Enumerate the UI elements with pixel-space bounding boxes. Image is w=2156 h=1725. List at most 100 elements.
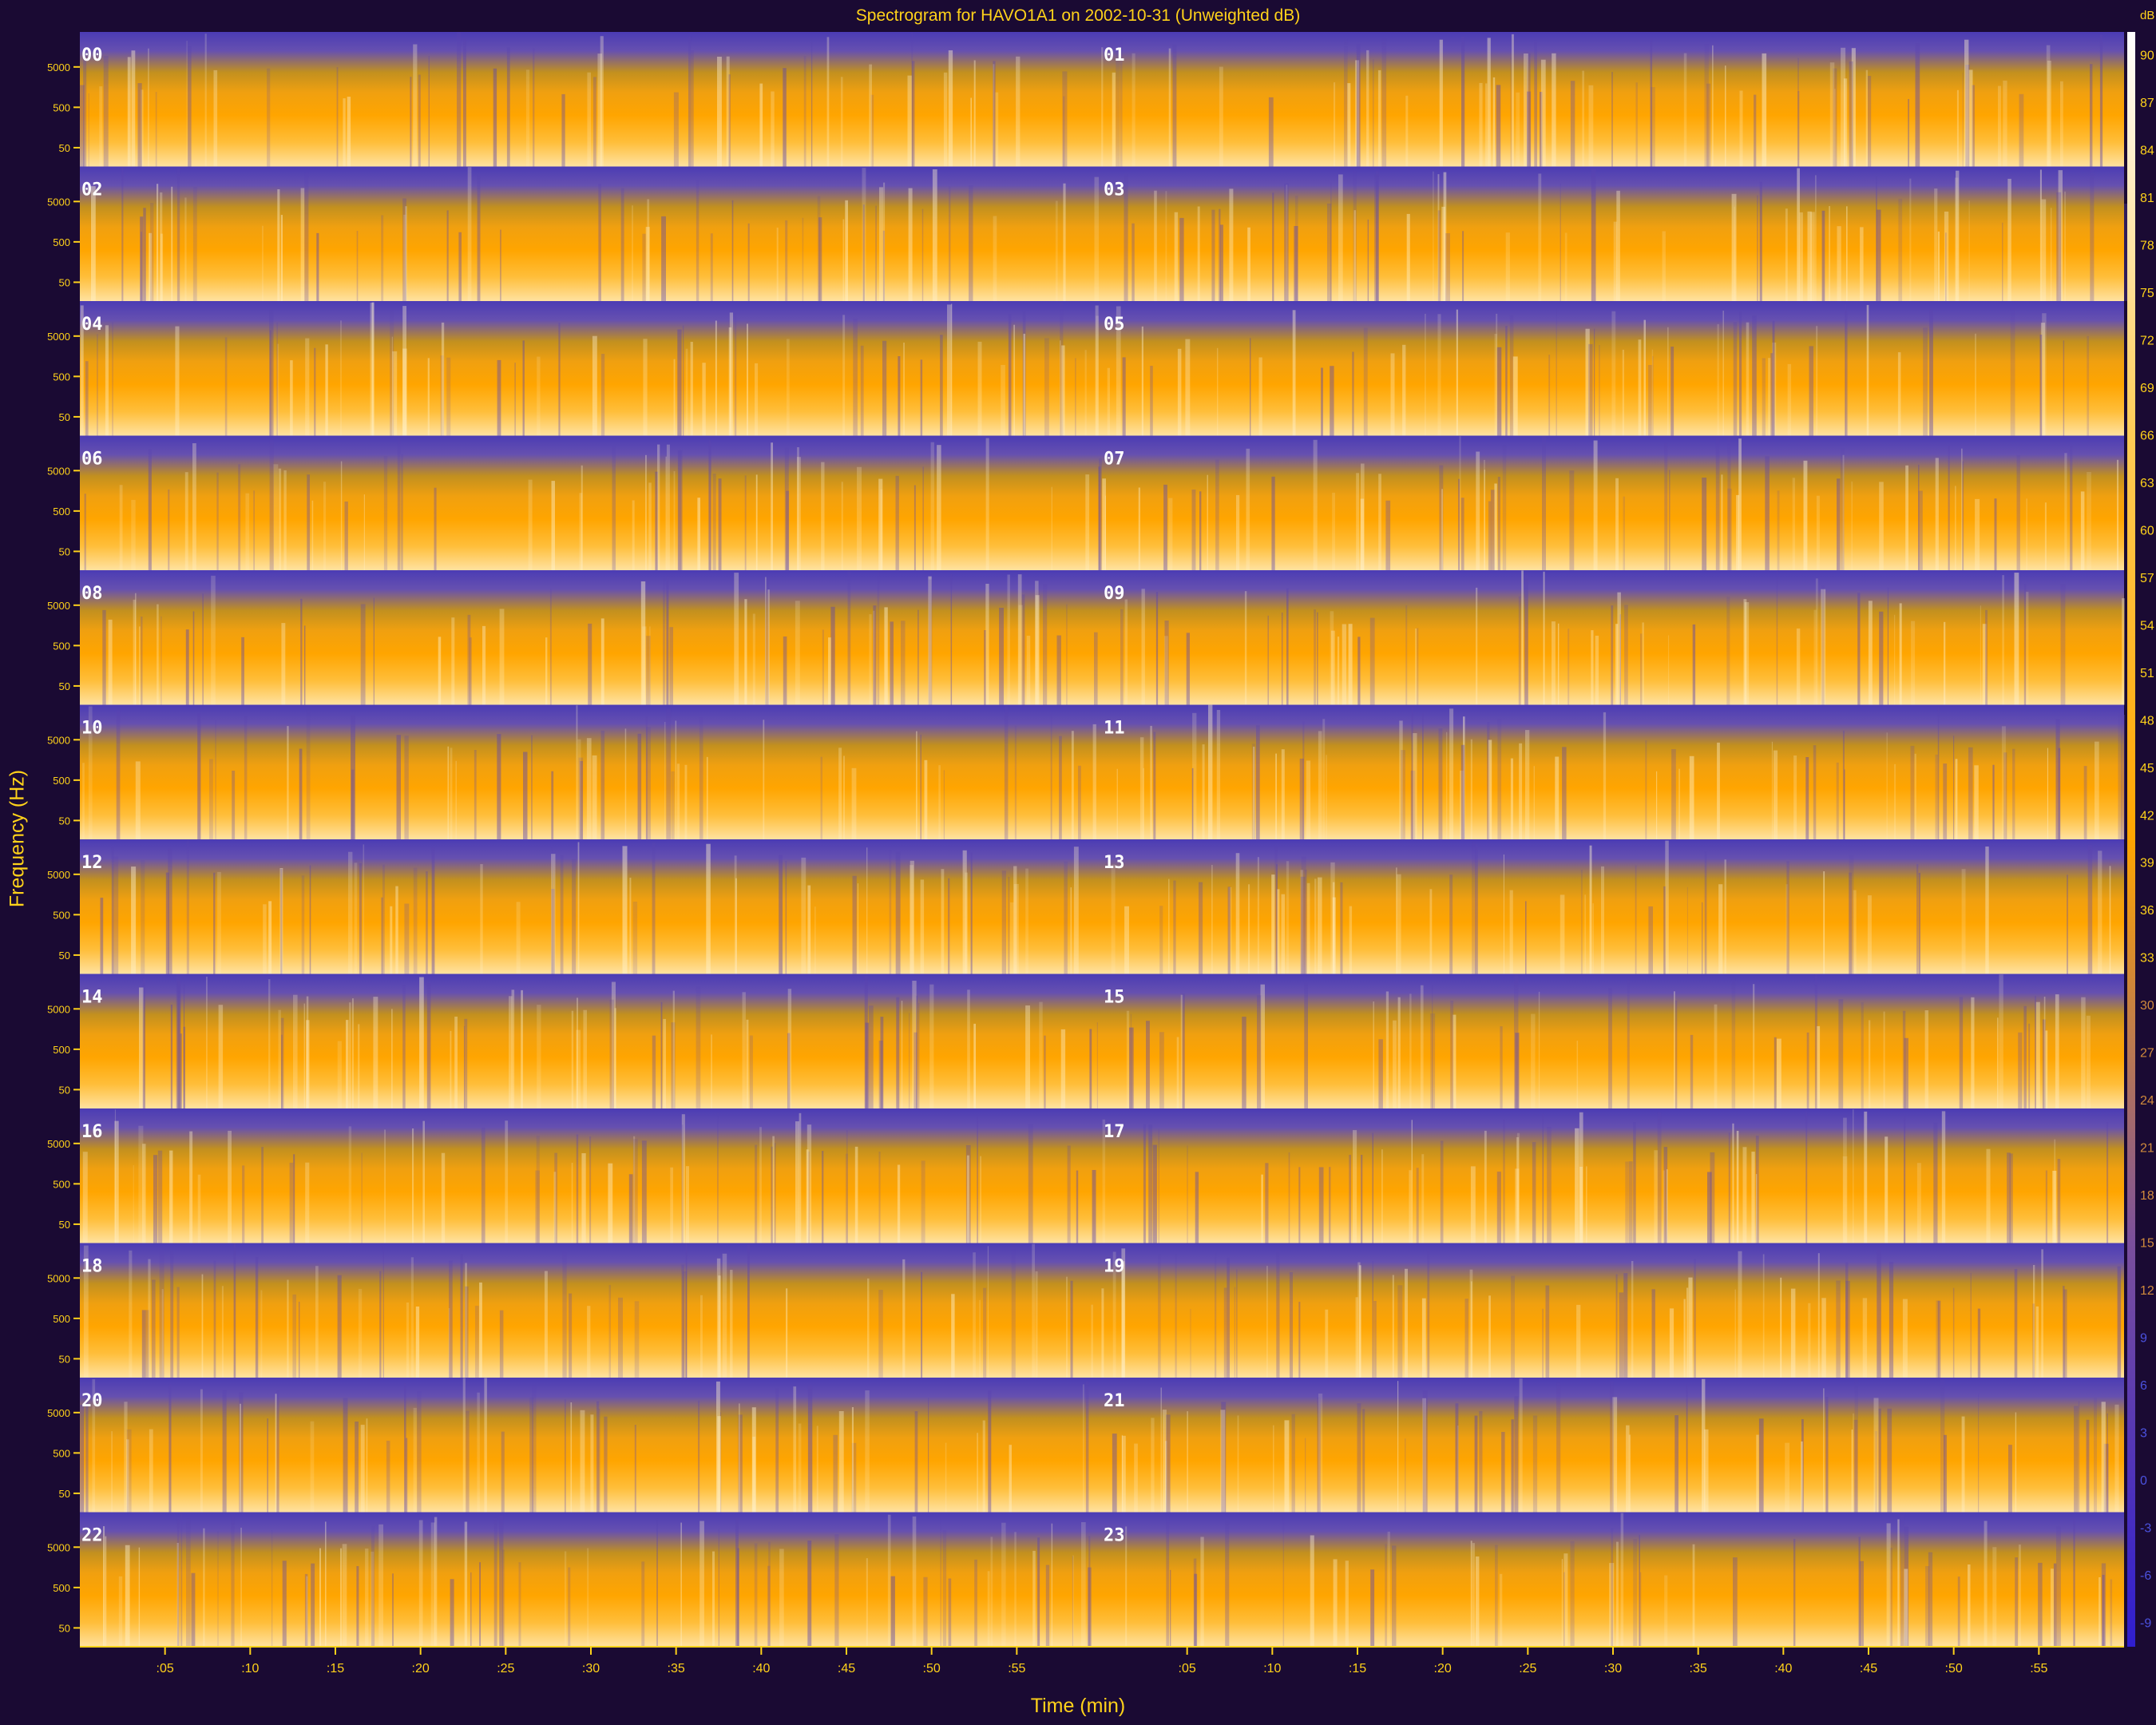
spectrogram-streak	[1410, 770, 1416, 839]
spectrogram-streak	[1936, 1300, 1939, 1378]
spectrogram-streak	[700, 1521, 704, 1647]
spectrogram-streak	[1914, 753, 1916, 839]
spectrogram-streak	[465, 1286, 469, 1378]
spectrogram-streak	[103, 1526, 105, 1647]
spectrogram-streak	[1273, 1425, 1274, 1513]
spectrogram-streak	[1731, 193, 1737, 301]
spectrogram-streak	[962, 850, 967, 974]
spectrogram-streak	[772, 1136, 775, 1243]
spectrogram-streak	[1532, 1415, 1538, 1513]
x-tick-label: :25	[497, 1662, 514, 1675]
spectrogram-streak	[2056, 1526, 2061, 1647]
spectrogram-streak	[1463, 716, 1465, 839]
spectrogram-streak	[1527, 91, 1532, 167]
spectrogram-streak	[735, 1517, 739, 1647]
spectrogram-streak	[970, 97, 972, 167]
streak-texture	[102, 570, 2125, 705]
spectrogram-streak	[901, 621, 906, 705]
spectrogram-streak	[969, 185, 973, 301]
streak-texture	[82, 704, 2126, 839]
spectrogram-streak	[1945, 232, 1947, 301]
spectrogram-streak	[937, 445, 941, 570]
spectrogram-streak	[912, 1516, 917, 1647]
spectrogram-streak	[1032, 1243, 1035, 1378]
spectrogram-streak	[1441, 206, 1445, 301]
spectrogram-streak	[716, 1381, 720, 1513]
spectrogram-streak	[1121, 1434, 1124, 1513]
y-tick-label: 500	[53, 1044, 70, 1056]
spectrogram-streak	[138, 1547, 141, 1647]
spectrogram-streak	[371, 1526, 375, 1647]
spectrogram-streak	[1756, 1434, 1759, 1513]
spectrogram-streak	[2028, 1023, 2031, 1108]
spectrogram-streak	[1762, 358, 1766, 436]
spectrogram-streak	[170, 1004, 172, 1108]
spectrogram-streak	[588, 623, 593, 705]
spectrogram-streak	[1305, 1438, 1306, 1513]
spectrogram-streak	[108, 619, 113, 705]
spectrogram-streak	[1352, 351, 1354, 436]
spectrogram-streak	[895, 851, 901, 974]
spectrogram-streak	[2003, 752, 2007, 839]
spectrogram-streak	[379, 1271, 382, 1378]
spectrogram-streak	[1757, 195, 1758, 301]
spectrogram-streak	[1774, 1037, 1777, 1108]
spectrogram-streak	[2014, 1269, 2018, 1378]
spectrogram-streak	[580, 1410, 585, 1513]
spectrogram-streak	[1464, 1299, 1468, 1378]
spectrogram-streak	[428, 55, 430, 167]
spectrogram-streak	[351, 769, 355, 839]
spectrogram-streak	[1455, 1403, 1459, 1513]
spectrogram-streak	[1612, 1397, 1618, 1513]
spectrogram-streak	[845, 200, 848, 301]
spectrogram-streak	[1330, 366, 1334, 436]
spectrogram-streak	[628, 1174, 633, 1243]
spectrogram-streak	[278, 468, 282, 570]
spectrogram-streak	[950, 303, 953, 436]
spectrogram-streak	[1332, 897, 1336, 974]
spectrogram-streak	[1853, 890, 1857, 974]
spectrogram-streak	[1219, 66, 1223, 167]
spectrogram-streak	[851, 1407, 854, 1513]
spectrogram-streak	[1220, 1410, 1226, 1513]
spectrogram-streak	[1099, 458, 1102, 570]
hour-label: 23	[1104, 1526, 1125, 1546]
spectrogram-streak	[1266, 1266, 1268, 1378]
spectrogram-streak	[240, 1527, 242, 1647]
spectrogram-streak	[119, 485, 123, 570]
spectrogram-streak	[737, 1548, 739, 1647]
spectrogram-streak	[344, 502, 348, 570]
spectrogram-streak	[1284, 1420, 1290, 1513]
spectrogram-streak	[83, 49, 87, 167]
spectrogram-streak	[938, 765, 941, 839]
spectrogram-streak	[1490, 490, 1495, 570]
spectrogram-streak	[1808, 1303, 1811, 1378]
spectrogram-streak	[1191, 490, 1196, 570]
spectrogram-streak	[1860, 227, 1864, 301]
spectrogram-streak	[1915, 43, 1920, 167]
spectrogram-streak	[1355, 1297, 1358, 1378]
spectrogram-streak	[1067, 1145, 1071, 1243]
spectrogram-streak	[1894, 614, 1896, 705]
colorbar-tick-label: 57	[2140, 572, 2154, 585]
spectrogram-streak	[786, 490, 790, 570]
spectrogram-streak	[551, 854, 556, 974]
spectrogram-streak	[1073, 847, 1079, 974]
spectrogram-streak	[1867, 895, 1872, 974]
spectrogram-streak	[458, 232, 462, 301]
spectrogram-streak	[1726, 597, 1730, 705]
spectrogram-streak	[1754, 94, 1757, 167]
spectrogram-streak	[2057, 1159, 2061, 1243]
colorbar-tick-label: 51	[2140, 667, 2154, 680]
spectrogram-streak	[139, 626, 141, 705]
spectrogram-streak	[1829, 206, 1830, 301]
spectrogram-streak	[299, 748, 303, 839]
spectrogram-streak	[514, 363, 516, 436]
spectrogram-streak	[270, 330, 271, 436]
spectrogram-streak	[744, 599, 747, 705]
spectrogram-streak	[262, 225, 264, 301]
spectrogram-streak	[356, 1566, 359, 1647]
spectrogram-streak	[306, 709, 311, 839]
spectrogram-streak	[1762, 53, 1767, 167]
spectrogram-streak	[677, 450, 683, 570]
